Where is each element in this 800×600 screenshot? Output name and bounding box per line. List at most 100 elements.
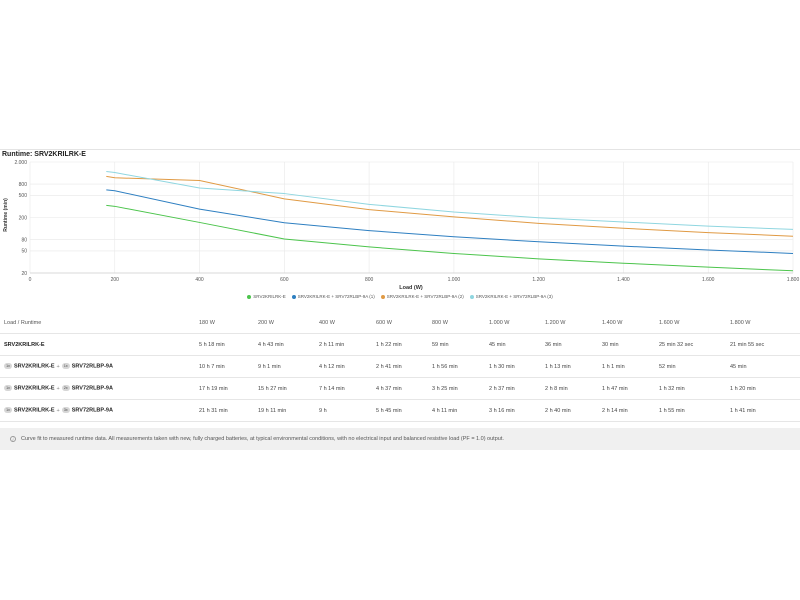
runtime-cell: 1 h 1 min [598,355,655,378]
runtime-cell: 1 h 41 min [726,399,800,422]
column-header: 400 W [319,319,335,326]
product-name: SRV2KRILRK-E [14,385,55,392]
runtime-cell: 36 min [541,333,598,356]
runtime-cell: 45 min [485,333,541,356]
y-tick-label: 20 [21,271,27,277]
legend-item[interactable]: SRV2KRILRK-E + SRV72RLBP-9A (1) [291,294,375,299]
x-tick-label: 0 [29,277,32,283]
column-header: 200 W [258,319,274,326]
runtime-cell: 9 h 1 min [254,355,315,378]
runtime-cell: 17 h 19 min [195,377,254,400]
y-tick-label: 800 [19,182,28,188]
x-tick-label: 1.000 [448,277,461,283]
legend-label: SRV2KRILRK-E + SRV72RLBP-9A (3) [475,294,553,299]
x-tick-label: 1.200 [532,277,545,283]
runtime-cell: 9 h [315,399,372,422]
footnote-text: Curve fit to measured runtime data. All … [21,436,504,442]
chart-series [106,170,794,272]
runtime-cell: 3 h 25 min [428,377,485,400]
runtime-cell: 1 h 13 min [541,355,598,378]
quantity-badge: 1x [4,363,12,370]
legend-label: SRV2KRILRK-E + SRV72RLBP-9A (1) [297,294,375,299]
runtime-cell: 5 h 18 min [195,333,254,356]
runtime-cell: 1 h 47 min [598,377,655,400]
legend-dot [247,294,252,299]
column-header: 1.600 W [659,319,680,326]
chart-grid [29,161,794,274]
product-name: SRV2KRILRK-E [4,341,45,348]
y-axis-labels: 20 50 80 200 500 800 2.000 [14,160,27,277]
table-header-row: Load / Runtime 180 W 200 W 400 W 600 W 8… [0,312,800,334]
x-tick-label: 600 [280,277,289,283]
runtime-cell: 4 h 37 min [372,377,428,400]
quantity-badge: 2x [61,385,70,392]
legend-item[interactable]: SRV2KRILRK-E + SRV72RLBP-9A (2) [380,294,464,299]
legend-label: SRV2KRILRK-E [253,294,286,299]
quantity-badge: 1x [4,385,12,392]
runtime-cell: 1 h 56 min [428,355,485,378]
battery-pack-name: SRV72RLBP-9A [71,385,113,392]
runtime-cell: 1 h 22 min [372,333,428,356]
x-tick-label: 800 [365,277,374,283]
chart-legend: SRV2KRILRK-E SRV2KRILRK-E + SRV72RLBP-9A… [0,294,800,299]
quantity-badge: 1x [4,407,12,414]
legend-label: SRV2KRILRK-E + SRV72RLBP-9A (2) [386,294,464,299]
runtime-cell: 1 h 32 min [655,377,726,400]
configuration-cell: 1x SRV2KRILRK-E +2x SRV72RLBP-9A [0,377,195,400]
battery-pack-name: SRV72RLBP-9A [71,363,113,370]
product-name: SRV2KRILRK-E [14,407,55,414]
x-tick-label: 400 [195,277,204,283]
column-header: 600 W [376,319,392,326]
legend-dot [380,294,385,299]
runtime-cell: 2 h 11 min [315,333,372,356]
runtime-cell: 7 h 14 min [315,377,372,400]
runtime-cell: 1 h 20 min [726,377,800,400]
runtime-cell: 1 h 55 min [655,399,726,422]
runtime-cell: 3 h 16 min [485,399,541,422]
battery-pack-name: SRV72RLBP-9A [71,407,113,414]
x-tick-label: 1.600 [702,277,715,283]
runtime-cell: 21 min 55 sec [726,333,800,356]
runtime-cell: 52 min [655,355,726,378]
plus-sign: + [56,363,60,370]
y-tick-label: 80 [21,237,27,243]
runtime-cell: 4 h 12 min [315,355,372,378]
y-tick-label: 2.000 [14,160,27,166]
plus-sign: + [56,385,60,392]
configuration-cell: 1x SRV2KRILRK-E +1x SRV72RLBP-9A [0,355,195,378]
runtime-cell: 45 min [726,355,800,378]
series-line [106,189,794,254]
legend-item[interactable]: SRV2KRILRK-E + SRV72RLBP-9A (3) [469,294,553,299]
y-axis-title: Runtime (min) [3,198,9,232]
column-header: Load / Runtime [4,319,42,326]
runtime-cell: 2 h 40 min [541,399,598,422]
runtime-chart: 20 50 80 200 500 800 2.000 0 200 400 600 800 1.000 1… [3,160,800,291]
table-row: 1x SRV2KRILRK-E +1x SRV72RLBP-9A 10 h 7 min… [0,355,800,378]
y-tick-label: 500 [19,193,28,199]
x-axis-labels: 0 200 400 600 800 1.000 1.200 1.400 1.600 1.800 [29,277,800,283]
runtime-cell: 2 h 14 min [598,399,655,422]
runtime-cell: 2 h 37 min [485,377,541,400]
x-tick-label: 200 [111,277,120,283]
legend-dot [291,294,296,299]
footnote: i Curve fit to measured runtime data. Al… [0,428,800,450]
product-name: SRV2KRILRK-E [14,363,55,370]
plus-sign: + [56,407,60,414]
column-header: 1.200 W [545,319,566,326]
runtime-cell: 10 h 7 min [195,355,254,378]
series-line [106,175,794,237]
table-row: 1x SRV2KRILRK-E +3x SRV72RLBP-9A 21 h 31 mi… [0,399,800,422]
runtime-cell: 2 h 41 min [372,355,428,378]
runtime-cell: 15 h 27 min [254,377,315,400]
x-tick-label: 1.800 [787,277,800,283]
runtime-cell: 25 min 32 sec [655,333,726,356]
configuration-cell: SRV2KRILRK-E [0,333,195,356]
runtime-table: Load / Runtime 180 W 200 W 400 W 600 W 8… [0,312,800,422]
quantity-badge: 3x [61,407,70,414]
column-header: 180 W [199,319,215,326]
legend-item[interactable]: SRV2KRILRK-E [247,294,286,299]
column-header: 1.000 W [489,319,510,326]
top-divider [0,149,800,150]
table-row: SRV2KRILRK-E 5 h 18 min 4 h 43 min 2 h 1… [0,333,800,356]
runtime-cell: 21 h 31 min [195,399,254,422]
